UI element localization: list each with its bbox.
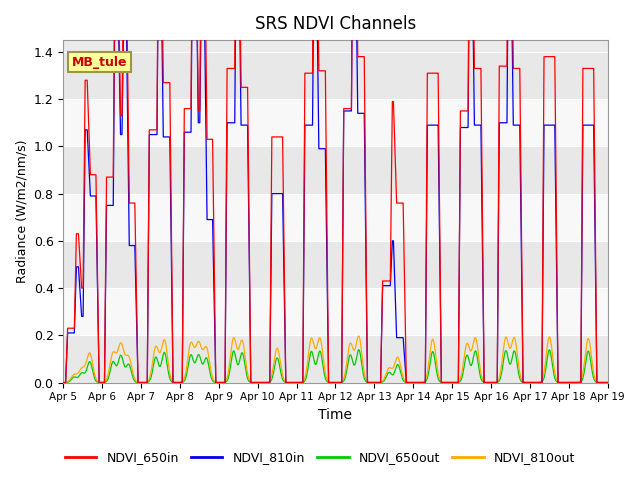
Bar [63, 146, 608, 193]
Legend: NDVI_650in, NDVI_810in, NDVI_650out, NDVI_810out: NDVI_650in, NDVI_810in, NDVI_650out, NDV… [60, 446, 580, 469]
Bar [63, 99, 608, 146]
Text: MB_tule: MB_tule [72, 56, 127, 69]
X-axis label: Time: Time [319, 408, 353, 422]
Bar [63, 241, 608, 288]
Y-axis label: Radiance (W/m2/nm/s): Radiance (W/m2/nm/s) [15, 140, 28, 283]
Title: SRS NDVI Channels: SRS NDVI Channels [255, 15, 416, 33]
Bar [63, 193, 608, 241]
Bar [63, 288, 608, 336]
Bar [63, 52, 608, 99]
Bar [63, 336, 608, 383]
